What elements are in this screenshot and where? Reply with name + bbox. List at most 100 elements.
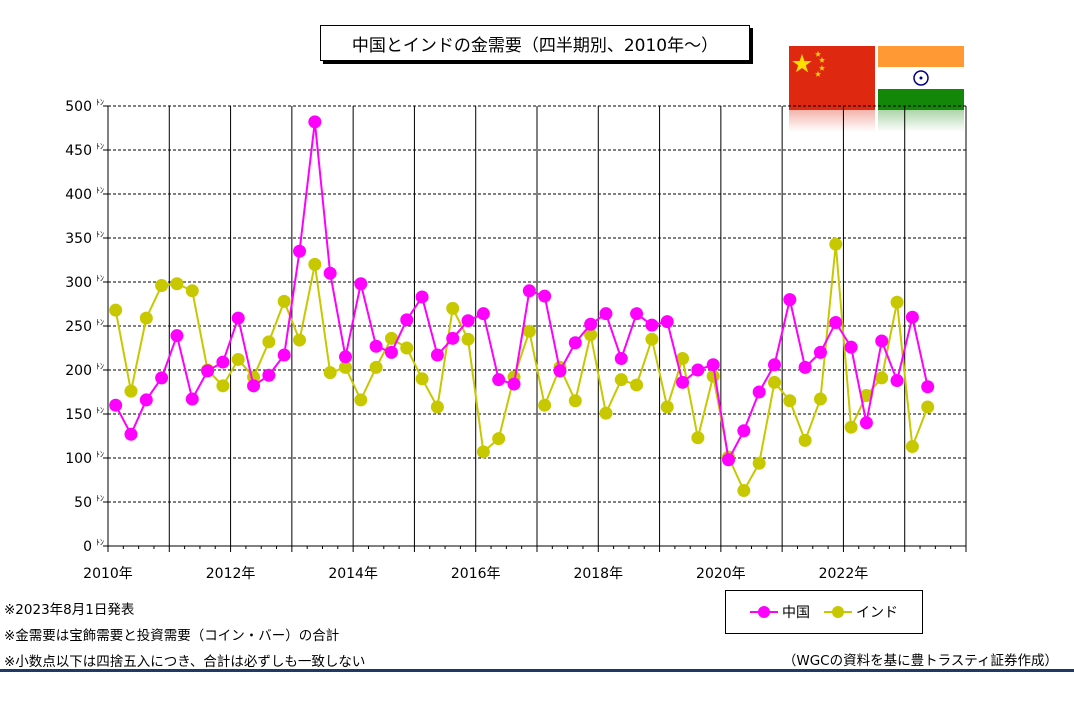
y-tick-label: 200 <box>65 363 92 379</box>
y-tick-label: 100 <box>65 451 92 467</box>
data-point-china <box>614 352 628 366</box>
bottom-divider <box>0 669 1074 672</box>
data-point-india <box>630 378 644 392</box>
data-point-china <box>767 358 781 372</box>
y-tick-label: 400 <box>65 187 92 203</box>
data-point-china <box>844 340 858 354</box>
data-point-china <box>430 348 444 362</box>
data-point-china <box>201 364 215 378</box>
data-point-china <box>262 368 276 382</box>
line-chart: 0 ﾄﾝ 50 ﾄﾝ 100 ﾄﾝ 150 ﾄﾝ 200 ﾄﾝ 250 ﾄﾝ 300 ﾄﾝ 350 ﾄﾝ 400… <box>65 98 967 582</box>
data-point-india <box>354 393 368 407</box>
data-point-india <box>905 440 919 454</box>
y-tick-unit: ﾄﾝ <box>96 406 104 415</box>
data-point-india <box>338 360 352 374</box>
x-tick-label: 2020年 <box>696 566 746 582</box>
data-point-china <box>476 307 490 321</box>
data-point-china <box>722 453 736 467</box>
y-tick-unit: ﾄﾝ <box>96 362 104 371</box>
data-point-china <box>338 350 352 364</box>
data-point-china <box>630 307 644 321</box>
data-point-china <box>813 345 827 359</box>
data-point-china <box>124 427 138 441</box>
data-point-china <box>875 334 889 348</box>
data-point-china <box>599 307 613 321</box>
data-point-india <box>645 332 659 346</box>
data-point-china <box>890 374 904 388</box>
data-point-india <box>614 373 628 387</box>
data-point-india <box>584 328 598 342</box>
data-point-china <box>859 416 873 430</box>
data-point-china <box>691 363 705 377</box>
data-point-china <box>645 318 659 332</box>
data-point-china <box>798 360 812 374</box>
data-point-china <box>185 392 199 406</box>
data-point-india <box>476 445 490 459</box>
y-tick-unit: ﾄﾝ <box>96 230 104 239</box>
note-demand-definition: ※金需要は宝飾需要と投資需要（コイン・バー）の合計 <box>4 628 340 644</box>
data-point-india <box>446 301 460 315</box>
y-tick-unit: ﾄﾝ <box>96 142 104 151</box>
series-line-china <box>114 121 929 463</box>
data-point-india <box>415 372 429 386</box>
data-point-india <box>599 406 613 420</box>
x-tick-label: 2022年 <box>819 566 869 582</box>
data-point-india <box>109 303 123 317</box>
data-point-china <box>231 311 245 325</box>
data-point-china <box>553 364 567 378</box>
data-point-india <box>293 333 307 347</box>
data-point-china <box>400 313 414 327</box>
data-point-china <box>921 380 935 394</box>
x-tick-label: 2014年 <box>328 566 378 582</box>
data-point-india <box>660 400 674 414</box>
data-point-india <box>492 432 506 446</box>
data-point-india <box>323 366 337 380</box>
data-point-china <box>522 284 536 298</box>
data-point-india <box>706 369 720 383</box>
y-tick-label: 150 <box>65 407 92 423</box>
data-point-india <box>829 237 843 251</box>
data-point-china <box>369 339 383 353</box>
x-tick-label: 2016年 <box>451 566 501 582</box>
data-point-china <box>568 336 582 350</box>
data-point-india <box>737 484 751 498</box>
legend-item-china: 中国 <box>750 602 810 622</box>
data-point-china <box>277 348 291 362</box>
legend-label-china: 中国 <box>782 605 810 621</box>
data-point-china <box>139 393 153 407</box>
data-point-china <box>584 317 598 331</box>
data-point-china <box>446 331 460 345</box>
data-point-india <box>262 335 276 349</box>
legend-label-india: インド <box>856 605 898 621</box>
data-point-china <box>170 329 184 343</box>
y-tick-label: 250 <box>65 319 92 335</box>
y-tick-unit: ﾄﾝ <box>96 538 104 547</box>
y-tick-unit: ﾄﾝ <box>96 98 104 107</box>
y-tick-unit: ﾄﾝ <box>96 318 104 327</box>
data-point-china <box>538 289 552 303</box>
data-point-china <box>737 424 751 438</box>
data-point-india <box>461 332 475 346</box>
data-point-china <box>507 377 521 391</box>
data-point-india <box>369 360 383 374</box>
data-point-india <box>844 420 858 434</box>
china-flag-reflection <box>789 110 875 132</box>
data-point-india <box>921 400 935 414</box>
legend-item-india: インド <box>824 602 898 622</box>
legend: 中国 インド <box>725 590 923 634</box>
series <box>109 115 935 498</box>
data-point-india <box>216 379 230 393</box>
data-point-india <box>170 277 184 291</box>
data-point-india <box>798 433 812 447</box>
note-rounding: ※小数点以下は四捨五入につき、合計は必ずしも一致しない <box>4 654 366 670</box>
data-point-china <box>354 277 368 291</box>
data-point-china <box>384 345 398 359</box>
india-flag-reflection <box>878 110 964 132</box>
data-point-india <box>767 375 781 389</box>
chart-title: 中国とインドの金需要（四半期別、2010年～） <box>320 25 750 61</box>
data-point-china <box>492 373 506 387</box>
data-point-india <box>430 400 444 414</box>
data-point-china <box>323 266 337 280</box>
data-point-india <box>522 324 536 338</box>
china-marker-icon <box>750 606 778 618</box>
